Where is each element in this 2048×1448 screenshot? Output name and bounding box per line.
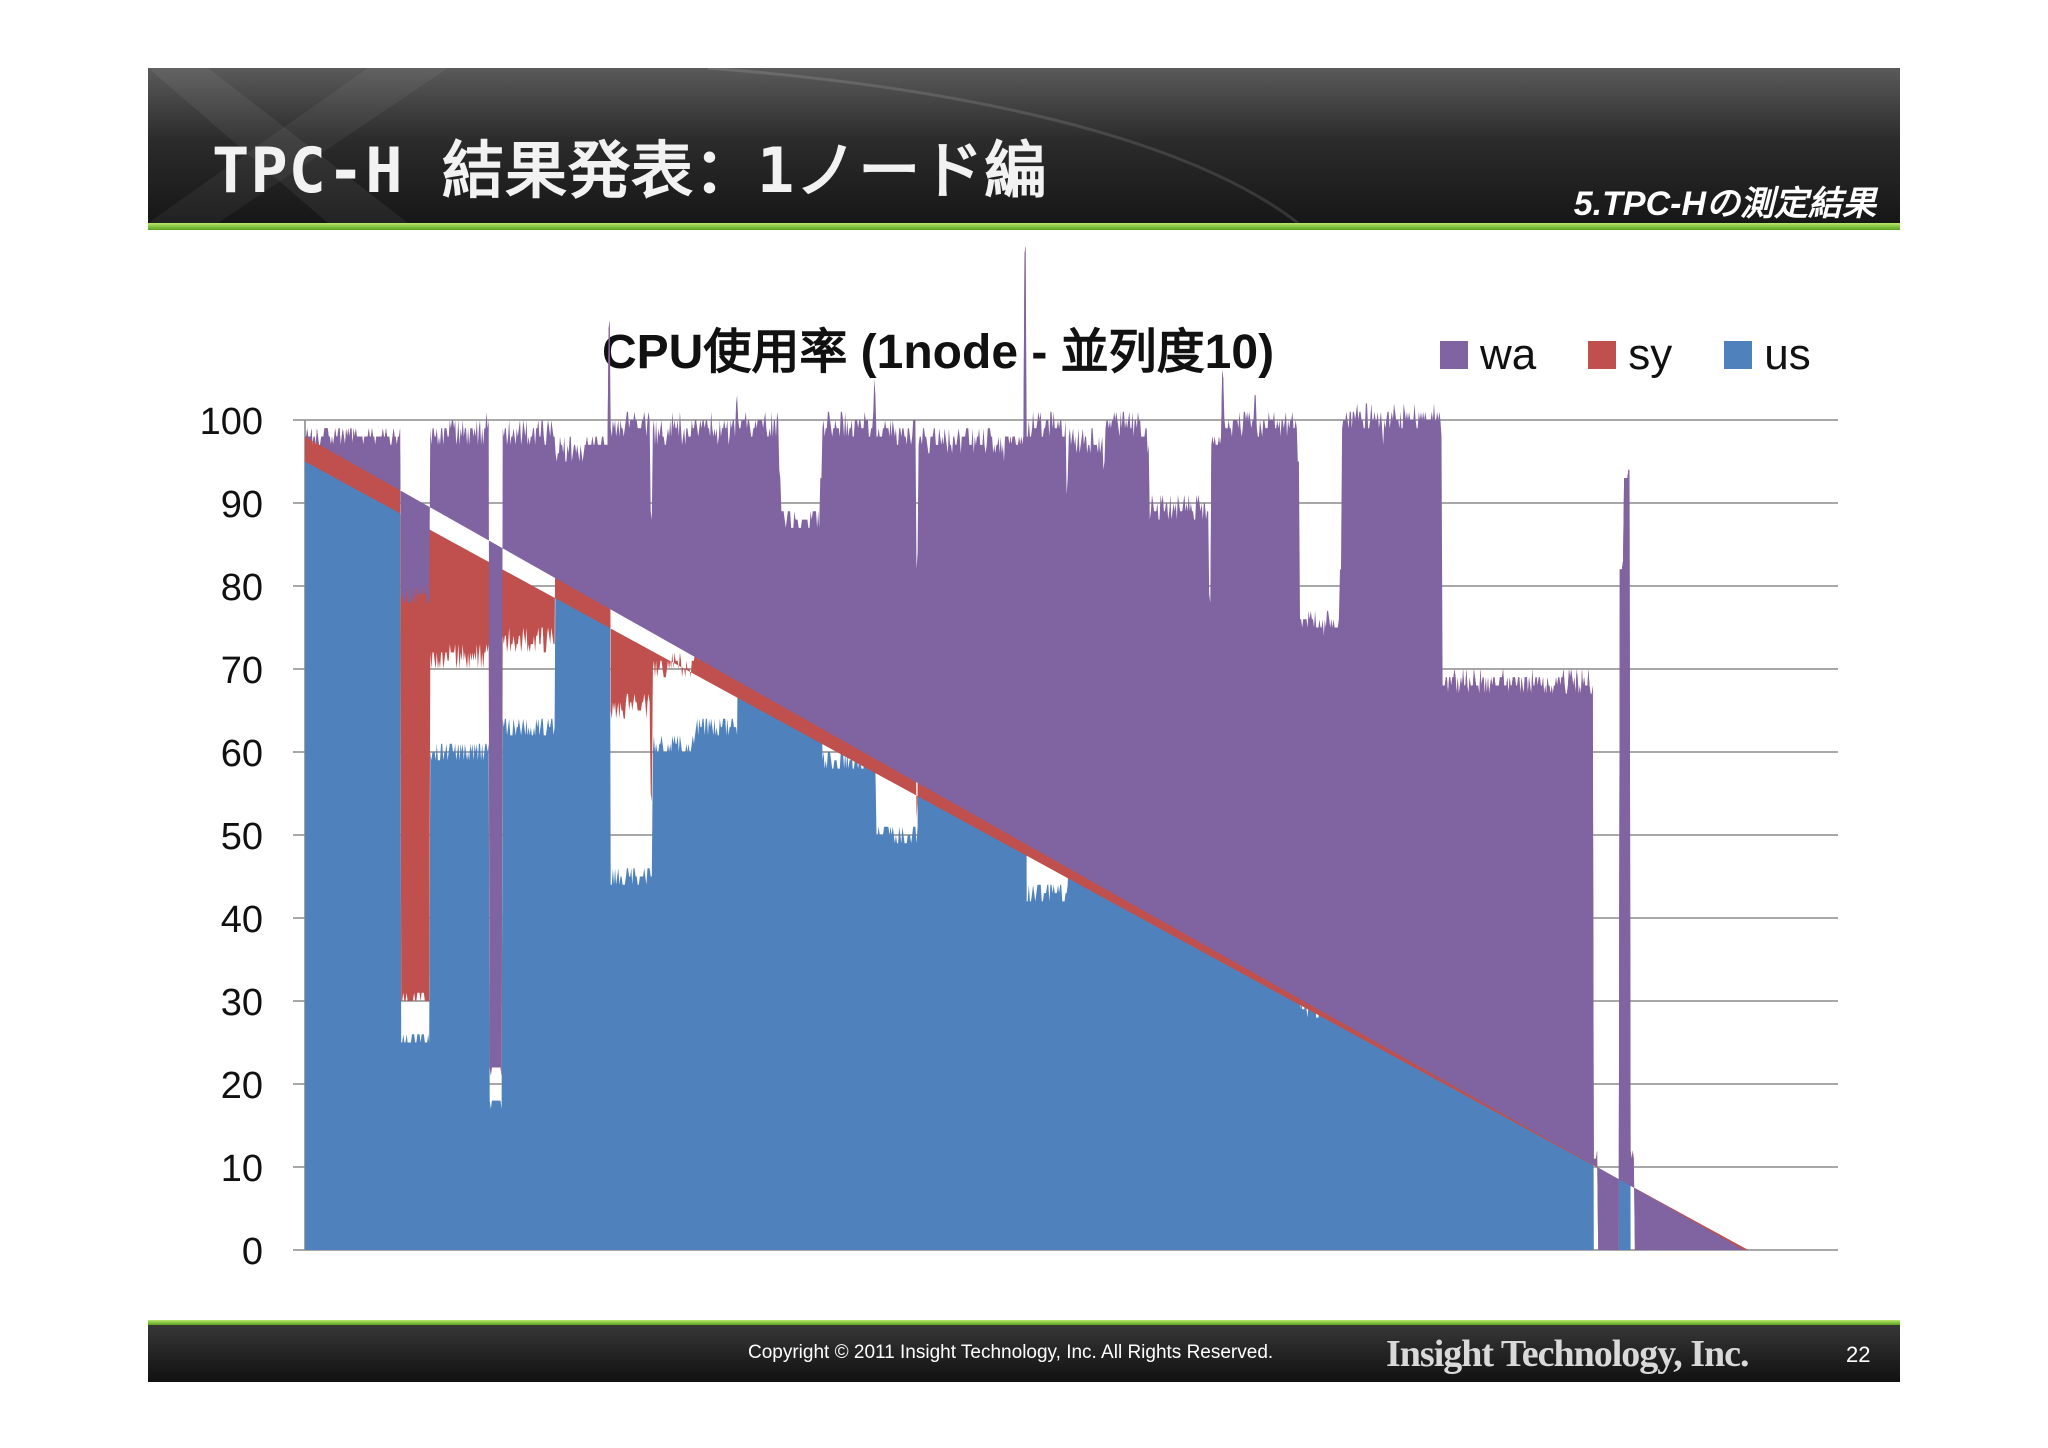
y-tick-label-40: 40 bbox=[221, 899, 263, 941]
header-decoration bbox=[148, 68, 1299, 223]
y-tick-label-0: 0 bbox=[242, 1231, 263, 1273]
legend-swatch-us bbox=[1724, 341, 1753, 369]
legend-item-wa: wa bbox=[1440, 330, 1536, 380]
y-tick-label-10: 10 bbox=[221, 1148, 263, 1190]
y-tick-label-70: 70 bbox=[221, 650, 263, 692]
y-tick-label-80: 80 bbox=[221, 567, 263, 609]
company-logo: Insight Technology, Inc. bbox=[1386, 1333, 1749, 1375]
footer-accent-line bbox=[148, 1320, 1900, 1325]
legend-swatch-sy bbox=[1588, 341, 1617, 369]
section-label: 5.TPC-Hの測定結果 bbox=[1573, 185, 1876, 223]
copyright-text: Copyright © 2011 Insight Technology, Inc… bbox=[748, 1342, 1274, 1363]
legend-item-sy: sy bbox=[1588, 330, 1672, 380]
header-bar: TPC-H 結果発表：1ノード編 5.TPC-Hの測定結果 bbox=[148, 68, 1900, 230]
y-tick-label-100: 100 bbox=[200, 401, 263, 443]
legend-swatch-wa bbox=[1440, 341, 1468, 369]
page-number: 22 bbox=[1846, 1342, 1871, 1367]
y-tick-label-20: 20 bbox=[221, 1065, 263, 1107]
legend-item-us: us bbox=[1724, 330, 1811, 380]
y-tick-label-60: 60 bbox=[221, 733, 263, 775]
chart-legend: wa sy us bbox=[1440, 330, 1811, 380]
legend-label-sy: sy bbox=[1628, 330, 1673, 379]
legend-label-us: us bbox=[1764, 330, 1811, 379]
slide-title: TPC-H 結果発表：1ノード編 bbox=[212, 134, 1048, 207]
area-series-wa bbox=[305, 245, 1744, 1250]
chart-title: CPU使用率 (1node - 並列度10) bbox=[602, 326, 1275, 379]
y-tick-label-30: 30 bbox=[221, 982, 263, 1024]
footer-bar: Copyright © 2011 Insight Technology, Inc… bbox=[148, 1320, 1900, 1382]
y-tick-label-90: 90 bbox=[221, 484, 263, 526]
legend-label-wa: wa bbox=[1480, 330, 1537, 379]
y-tick-label-50: 50 bbox=[221, 816, 263, 858]
header-accent-line bbox=[148, 223, 1900, 230]
